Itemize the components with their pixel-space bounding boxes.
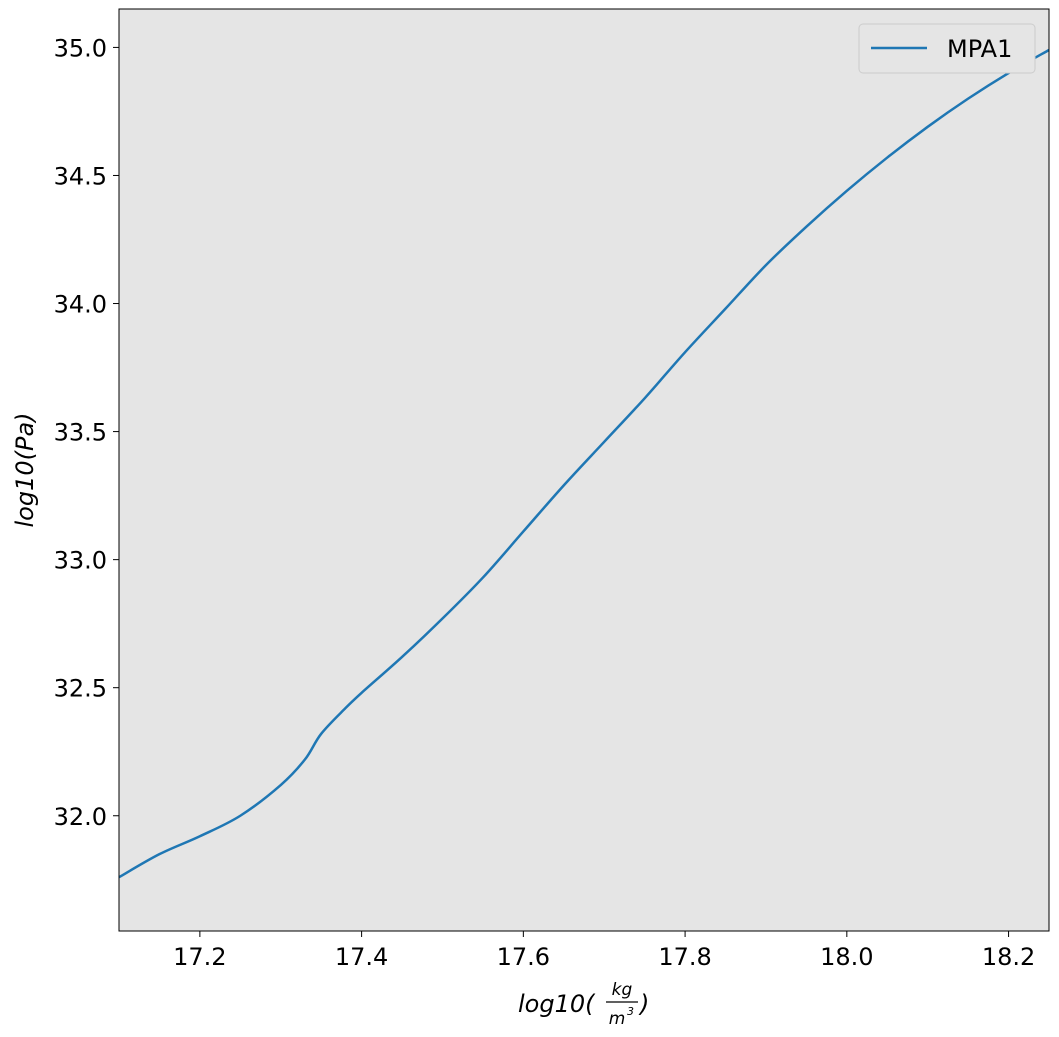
y-tick-label: 33.0 [54,547,107,575]
x-tick-label: 17.6 [497,943,550,971]
legend-label-mpa1: MPA1 [947,35,1012,63]
x-tick-label: 17.4 [335,943,388,971]
x-axis-label-denominator: m [609,1009,626,1029]
y-axis-ticks: 32.0 32.5 33.0 33.5 34.0 34.5 35.0 [54,34,119,831]
x-axis-label: log10( kg m 3 ) [518,980,649,1029]
x-tick-label: 18.2 [982,943,1035,971]
plot-frame [118,8,1050,932]
x-axis-label-numerator: kg [612,980,633,1000]
x-axis-label-prefix: log10( [518,990,596,1018]
y-tick-label: 34.5 [54,162,107,190]
legend-box [858,23,1036,74]
y-tick-label: 33.5 [54,419,107,447]
y-tick-label: 35.0 [54,34,107,62]
x-axis-label-exponent: 3 [627,1005,634,1018]
y-axis-label: log10(Pa) [11,412,39,527]
series-layer [118,48,1050,879]
x-tick-label: 18.0 [820,943,873,971]
series-line-mpa1 [118,48,1050,879]
y-tick-label: 34.0 [54,291,107,319]
y-tick-label: 32.5 [54,675,107,703]
y-tick-label: 32.0 [54,803,107,831]
x-axis-label-suffix: ) [638,990,649,1018]
x-tick-label: 17.2 [173,943,226,971]
plot-background [119,9,1049,931]
x-tick-label: 17.8 [658,943,711,971]
x-axis-ticks: 17.2 17.4 17.6 17.8 18.0 18.2 [173,931,1035,971]
legend: MPA1 [858,23,1036,74]
